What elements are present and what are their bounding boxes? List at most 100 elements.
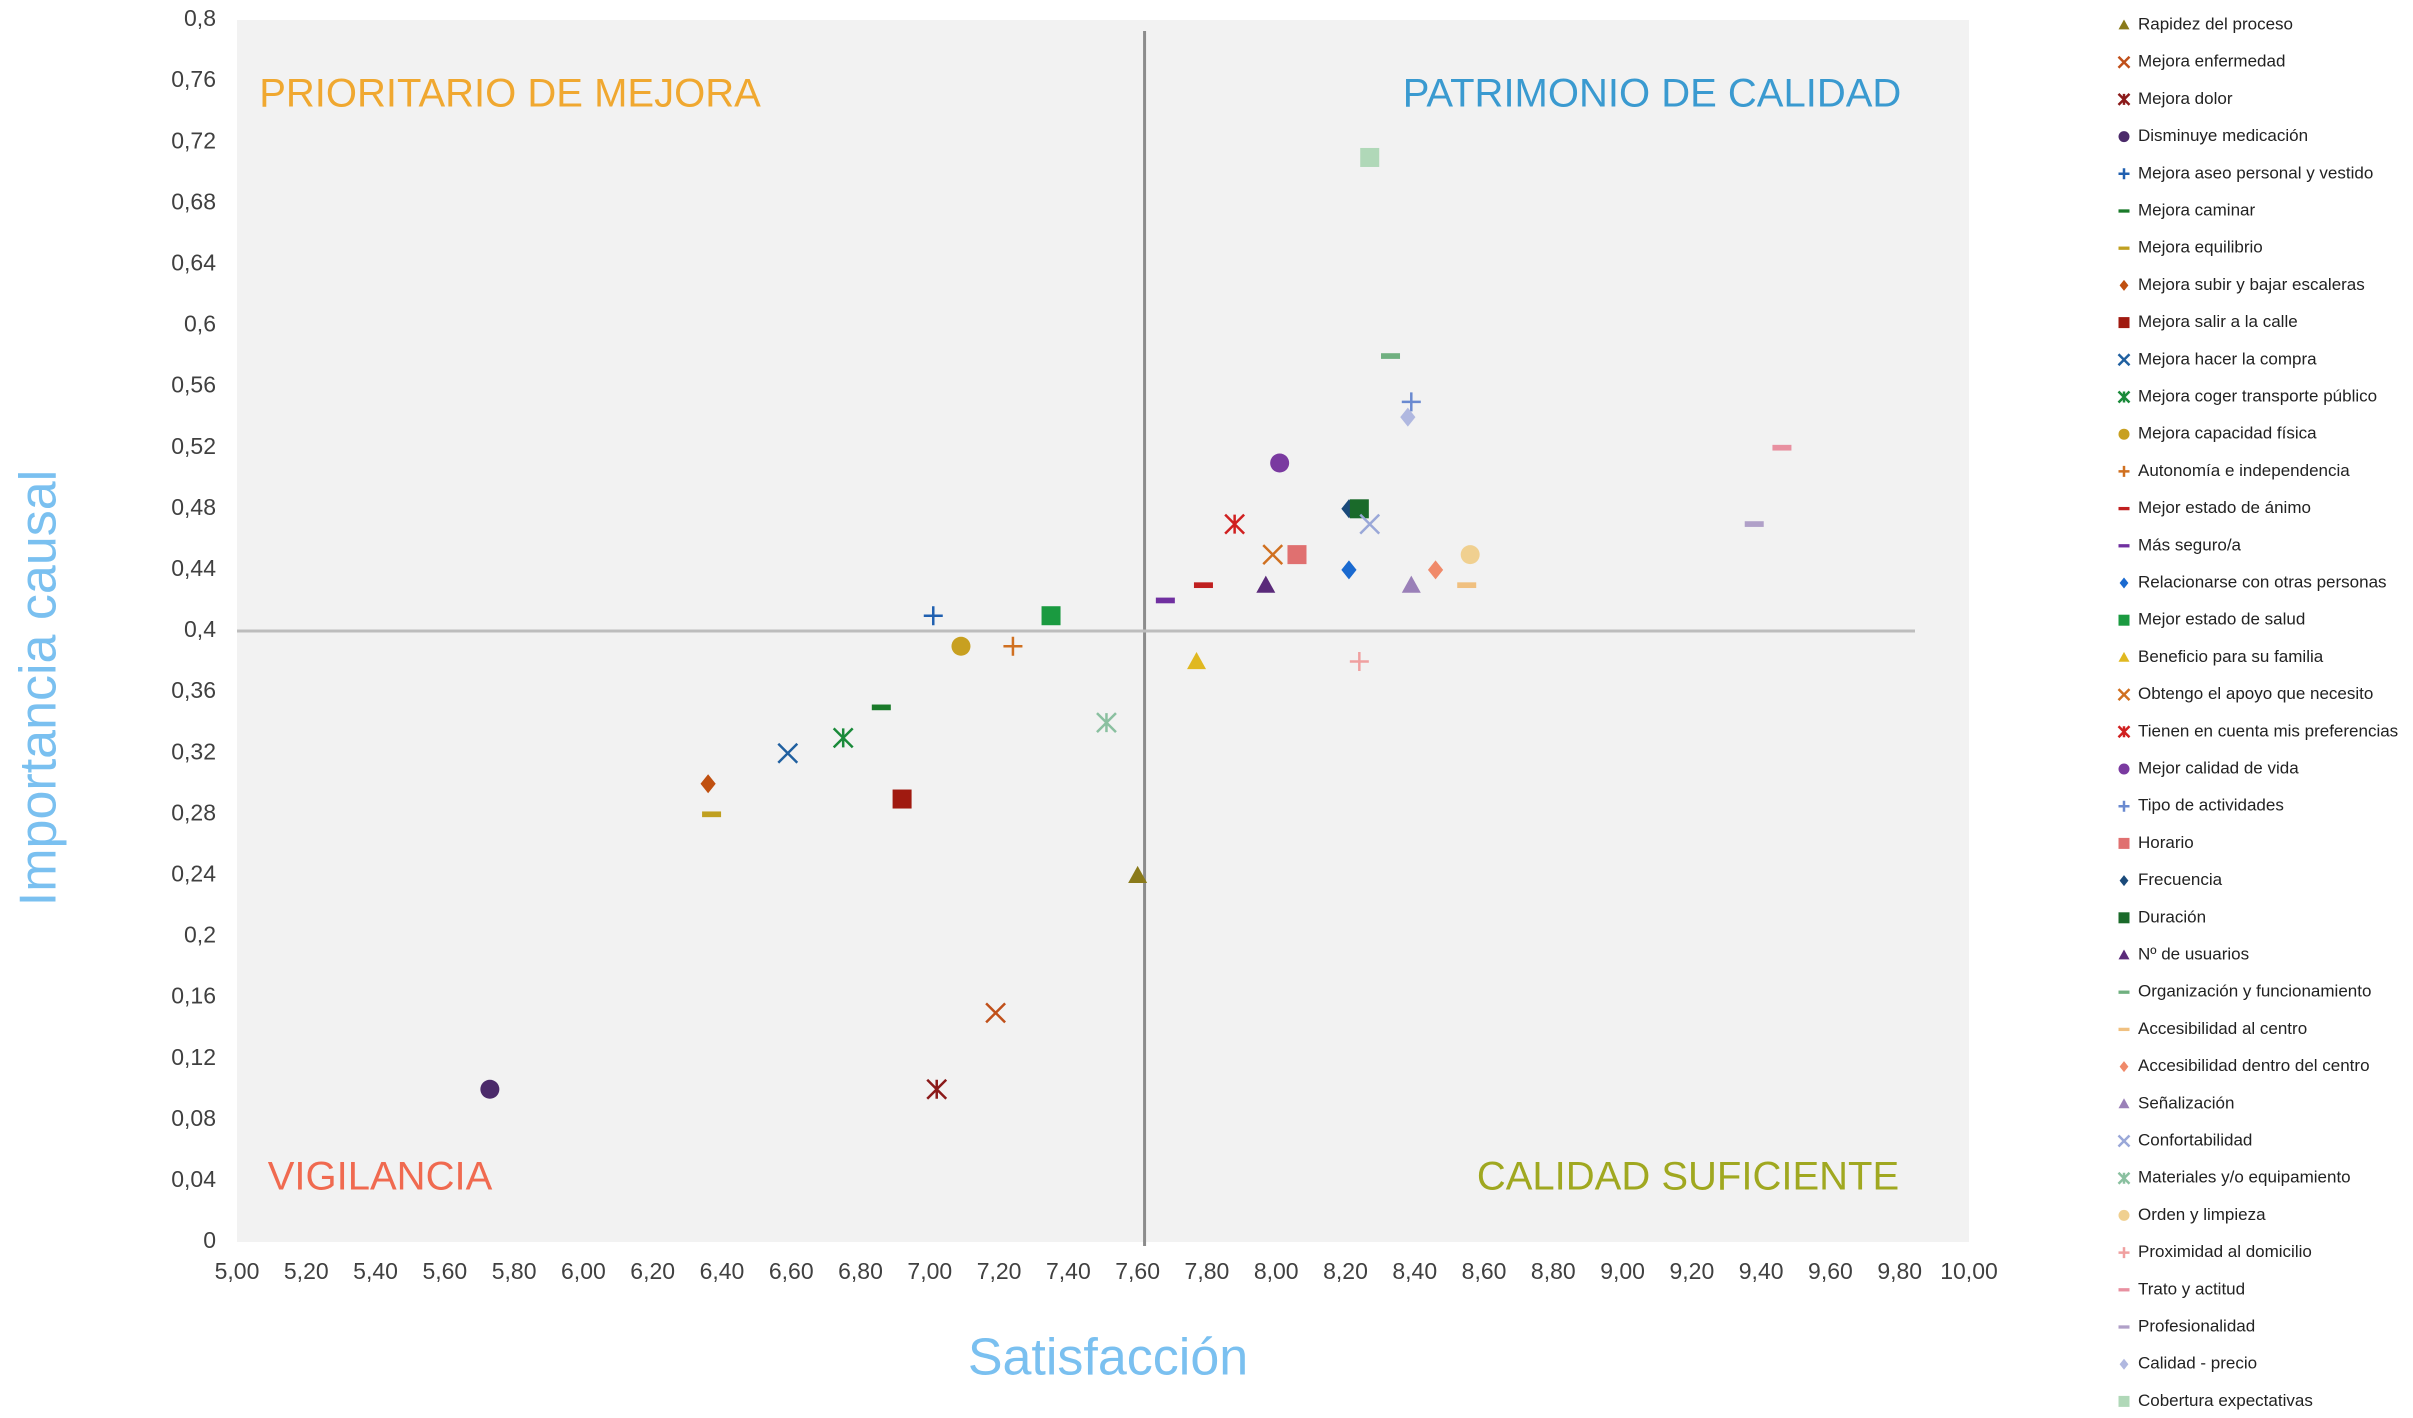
legend-marker — [2118, 837, 2130, 849]
legend-marker — [2117, 1134, 2131, 1148]
legend-label: Obtengo el apoyo que necesito — [2138, 684, 2373, 703]
y-tick-label: 0,32 — [171, 738, 216, 764]
x-tick-label: 7,20 — [977, 1258, 1022, 1284]
legend-marker — [2118, 912, 2130, 924]
legend-marker — [2117, 390, 2131, 404]
y-tick-label: 0,04 — [171, 1166, 216, 1192]
x-tick-label: 5,80 — [492, 1258, 537, 1284]
y-tick-label: 0,52 — [171, 433, 216, 459]
data-point — [892, 789, 912, 809]
x-tick-label: 9,60 — [1808, 1258, 1853, 1284]
legend-marker — [2118, 1247, 2130, 1259]
x-tick-label: 8,60 — [1462, 1258, 1507, 1284]
y-tick-label: 0,76 — [171, 66, 216, 92]
data-point — [1401, 575, 1421, 593]
legend-marker — [2118, 465, 2130, 477]
y-tick-label: 0,64 — [171, 249, 216, 275]
legend-marker — [2117, 725, 2131, 739]
legend-marker — [2117, 93, 2131, 106]
data-point — [1155, 597, 1175, 604]
legend-label: Mejora equilibrio — [2138, 238, 2263, 257]
y-tick-label: 0,72 — [171, 127, 216, 153]
data-point — [1772, 444, 1792, 451]
legend-label: Mejora capacidad física — [2138, 424, 2317, 443]
x-tick-label: 9,20 — [1669, 1258, 1714, 1284]
legend-label: Duración — [2138, 907, 2206, 926]
y-axis-title: Importancia causal — [10, 470, 68, 906]
data-point — [1427, 560, 1444, 580]
x-tick-label: 8,80 — [1531, 1258, 1576, 1284]
legend-label: Mejora coger transporte público — [2138, 386, 2377, 405]
data-point — [832, 727, 854, 749]
x-tick-label: 5,20 — [284, 1258, 329, 1284]
legend-marker — [2118, 1098, 2130, 1109]
legend-label: Beneficio para su familia — [2138, 647, 2324, 666]
data-point — [1287, 545, 1307, 565]
legend-marker — [2118, 131, 2130, 143]
data-point — [1187, 652, 1207, 670]
legend-marker — [2118, 651, 2130, 662]
legend-marker — [2118, 763, 2130, 775]
legend-label: Horario — [2138, 833, 2194, 852]
legend-label: Mejora caminar — [2138, 200, 2255, 219]
legend-label: Organización y funcionamiento — [2138, 982, 2371, 1001]
legend-label: Señalización — [2138, 1093, 2234, 1112]
x-tick-label: 7,40 — [1046, 1258, 1091, 1284]
quadrant-label: VIGILANCIA — [268, 1155, 493, 1199]
legend-marker — [2118, 544, 2130, 548]
data-point — [1341, 560, 1357, 580]
y-tick-label: 0,2 — [184, 922, 216, 948]
x-tick-label: 9,00 — [1600, 1258, 1645, 1284]
data-point — [1096, 712, 1117, 734]
legend-label: Nº de usuarios — [2138, 944, 2249, 963]
x-tick-label: 6,60 — [769, 1258, 814, 1284]
quadrant-label: CALIDAD SUFICIENTE — [1477, 1155, 1899, 1199]
legend-label: Trato y actitud — [2138, 1279, 2245, 1298]
legend-label: Mejora subir y bajar escaleras — [2138, 275, 2365, 294]
legend-label: Mejora hacer la compra — [2138, 349, 2317, 368]
data-point — [777, 742, 799, 764]
legend-marker — [2118, 1027, 2130, 1032]
legend-label: Profesionalidad — [2138, 1316, 2255, 1335]
x-tick-label: 5,60 — [422, 1258, 467, 1284]
data-point — [480, 1079, 500, 1099]
data-point — [1349, 652, 1369, 672]
data-point — [1128, 865, 1148, 883]
y-tick-label: 0 — [203, 1227, 216, 1253]
x-tick-label: 8,20 — [1323, 1258, 1368, 1284]
y-tick-label: 0,4 — [184, 616, 216, 642]
data-point — [1359, 513, 1381, 535]
legend-marker — [2118, 949, 2130, 960]
legend-label: Rapidez del proceso — [2138, 14, 2293, 33]
legend-marker — [2118, 428, 2130, 440]
legend-label: Accesibilidad al centro — [2138, 1019, 2307, 1038]
legend-marker — [2118, 800, 2130, 812]
data-point — [1400, 407, 1416, 427]
x-tick-label: 5,40 — [353, 1258, 398, 1284]
data-point — [1224, 513, 1246, 535]
legend-label: Tipo de actividades — [2138, 796, 2284, 815]
legend-label: Mejora dolor — [2138, 89, 2233, 108]
x-tick-label: 9,80 — [1877, 1258, 1922, 1284]
data-point — [702, 811, 722, 818]
legend-marker — [2118, 209, 2130, 213]
data-point — [1457, 582, 1477, 589]
legend-label: Tienen en cuenta mis preferencias — [2138, 721, 2398, 740]
x-tick-label: 7,80 — [1185, 1258, 1230, 1284]
data-point — [1401, 392, 1421, 412]
data-point — [1460, 545, 1480, 565]
data-point — [1270, 453, 1290, 473]
legend-marker — [2118, 168, 2130, 180]
x-tick-label: 7,00 — [907, 1258, 952, 1284]
legend-marker — [2118, 1325, 2130, 1329]
x-axis-title: Satisfacción — [968, 1329, 1248, 1387]
legend-label: Proximidad al domicilio — [2138, 1242, 2312, 1261]
data-point — [871, 704, 891, 711]
legend-marker — [2117, 1171, 2131, 1185]
legend-marker — [2118, 317, 2130, 329]
legend-marker — [2119, 279, 2129, 291]
data-point — [1193, 582, 1213, 589]
legend-label: Cobertura expectativas — [2138, 1391, 2313, 1410]
legend-label: Mejor calidad de vida — [2138, 758, 2299, 777]
